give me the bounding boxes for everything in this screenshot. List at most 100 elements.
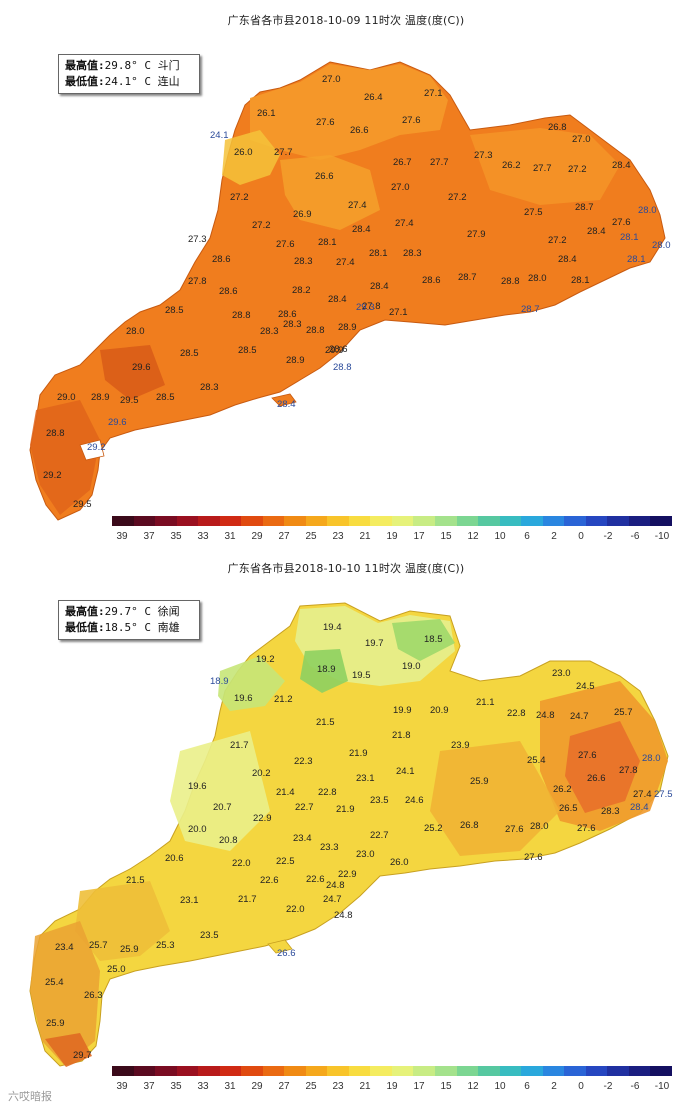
colorbar-tick-label: 27 — [278, 1081, 290, 1092]
colorbar-swatch — [370, 516, 392, 526]
colorbar-tick-label: 0 — [578, 531, 584, 542]
colorbar-tick-label: 10 — [494, 531, 506, 542]
colorbar-tick-label: 39 — [116, 1081, 128, 1092]
colorbar-swatch — [262, 516, 285, 526]
temperature-value-label: 28.6 — [278, 309, 297, 320]
temperature-value-label: 28.9 — [91, 392, 110, 403]
temperature-value-label: 28.1 — [571, 275, 590, 286]
temperature-value-label: 23.0 — [552, 668, 571, 679]
colorbar-tick-label: 19 — [386, 1081, 398, 1092]
temperature-value-label: 24.1 — [396, 766, 415, 777]
temperature-value-label: 27.7 — [274, 147, 293, 158]
temperature-value-label: 22.7 — [295, 802, 314, 813]
colorbar-swatch — [607, 516, 629, 526]
map1-stats-box: 最高值:29.8° C 斗门 最低值:24.1° C 连山 — [58, 54, 200, 94]
temperature-value-label: 22.6 — [260, 875, 279, 886]
colorbar-tick-label: 31 — [224, 1081, 236, 1092]
temperature-value-label: 25.4 — [527, 755, 546, 766]
temperature-value-label: 27.2 — [548, 235, 567, 246]
colorbar-tick-label: 35 — [170, 1081, 182, 1092]
temperature-value-label: 28.5 — [165, 305, 184, 316]
temperature-value-label: 28.4 — [587, 226, 606, 237]
colorbar-swatch — [542, 1066, 565, 1076]
temperature-value-label: 23.5 — [200, 930, 219, 941]
colorbar-tick-label: 15 — [440, 531, 452, 542]
temperature-value-label: 20.6 — [165, 853, 184, 864]
colorbar-tick-label: 12 — [467, 531, 479, 542]
temperature-value-label: 28.4 — [277, 399, 296, 410]
temperature-value-label: 24.1 — [210, 130, 229, 141]
colorbar-tick-label: -2 — [603, 531, 613, 542]
temperature-value-label: 21.5 — [316, 717, 335, 728]
temperature-value-label: 25.2 — [424, 823, 443, 834]
colorbar-tick-label: 23 — [332, 531, 344, 542]
temperature-value-label: 27.4 — [395, 218, 414, 229]
temperature-value-label: 28.9 — [286, 355, 305, 366]
temperature-value-label: 22.6 — [306, 874, 325, 885]
colorbar-swatch — [198, 516, 220, 526]
temperature-value-label: 20.2 — [252, 768, 271, 779]
map1-min-row: 最低值:24.1° C 连山 — [65, 74, 193, 90]
colorbar-tick-label: 29 — [251, 1081, 263, 1092]
temperature-value-label: 19.0 — [402, 661, 421, 672]
temperature-value-label: 22.0 — [232, 858, 251, 869]
temperature-value-label: 27.8 — [619, 765, 638, 776]
temperature-value-label: 28.6 — [219, 286, 238, 297]
temperature-value-label: 21.4 — [276, 787, 295, 798]
temperature-value-label: 18.9 — [317, 664, 336, 675]
colorbar-tick-label: -10 — [654, 531, 670, 542]
temperature-value-label: 27.1 — [389, 307, 408, 318]
temperature-value-label: 26.4 — [364, 92, 383, 103]
temperature-value-label: 25.7 — [614, 707, 633, 718]
temperature-value-label: 28.0 — [638, 205, 657, 216]
temperature-value-label: 22.0 — [286, 904, 305, 915]
temperature-value-label: 28.6 — [212, 254, 231, 265]
temperature-value-label: 28.8 — [333, 362, 352, 373]
temperature-value-label: 20.7 — [213, 802, 232, 813]
colorbar-swatch — [650, 1066, 672, 1076]
colorbar-swatch — [391, 1066, 414, 1076]
map1-max-value: 29.8° C 斗门 — [104, 59, 180, 72]
colorbar-swatch — [112, 516, 134, 526]
temperature-value-label: 21.9 — [349, 748, 368, 759]
temperature-value-label: 26.6 — [587, 773, 606, 784]
colorbar-swatch — [112, 1066, 134, 1076]
temperature-value-label: 28.4 — [630, 802, 649, 813]
colorbar-swatch — [521, 516, 543, 526]
map2-colorbar — [112, 1066, 672, 1076]
colorbar-tick-label: 29 — [251, 531, 263, 542]
colorbar-swatch — [155, 516, 177, 526]
temperature-value-label: 23.0 — [356, 849, 375, 860]
temperature-value-label: 28.1 — [369, 248, 388, 259]
temperature-value-label: 19.2 — [256, 654, 275, 665]
map1-colorbar-ticks: 39 37 35 33 31 29 27 25 23 21 19 17 15 12 10 6 2 0 -2 -6 -10 — [112, 531, 672, 542]
temperature-value-label: 28.1 — [627, 254, 646, 265]
temperature-value-label: 27.0 — [322, 74, 341, 85]
temperature-value-label: 27.1 — [424, 88, 443, 99]
temperature-value-label: 26.8 — [460, 820, 479, 831]
temperature-value-label: 22.8 — [318, 787, 337, 798]
map2-min-label: 最低值: — [65, 621, 105, 634]
temperature-value-label: 27.5 — [654, 789, 673, 800]
temperature-value-label: 25.9 — [120, 944, 139, 955]
temperature-value-label: 28.3 — [283, 319, 302, 330]
temperature-value-label: 29.5 — [120, 395, 139, 406]
temperature-value-label: 28.3 — [403, 248, 422, 259]
temperature-value-label: 27.2 — [448, 192, 467, 203]
temperature-value-label: 23.1 — [180, 895, 199, 906]
temperature-value-label: 28.0 — [642, 753, 661, 764]
temperature-value-label: 28.0 — [126, 326, 145, 337]
temperature-value-label: 27.8 — [188, 276, 207, 287]
temperature-value-label: 20.8 — [219, 835, 238, 846]
temperature-value-label: 29.0 — [57, 392, 76, 403]
temperature-value-label: 24.8 — [536, 710, 555, 721]
colorbar-swatch — [284, 516, 306, 526]
colorbar-tick-label: 0 — [578, 1081, 584, 1092]
colorbar-swatch — [241, 1066, 263, 1076]
colorbar-swatch — [348, 516, 371, 526]
colorbar-tick-label: 10 — [494, 1081, 506, 1092]
temperature-value-label: 28.1 — [318, 237, 337, 248]
temperature-value-label: 28.3 — [260, 326, 279, 337]
temperature-value-label: 25.9 — [46, 1018, 65, 1029]
colorbar-swatch — [348, 1066, 371, 1076]
